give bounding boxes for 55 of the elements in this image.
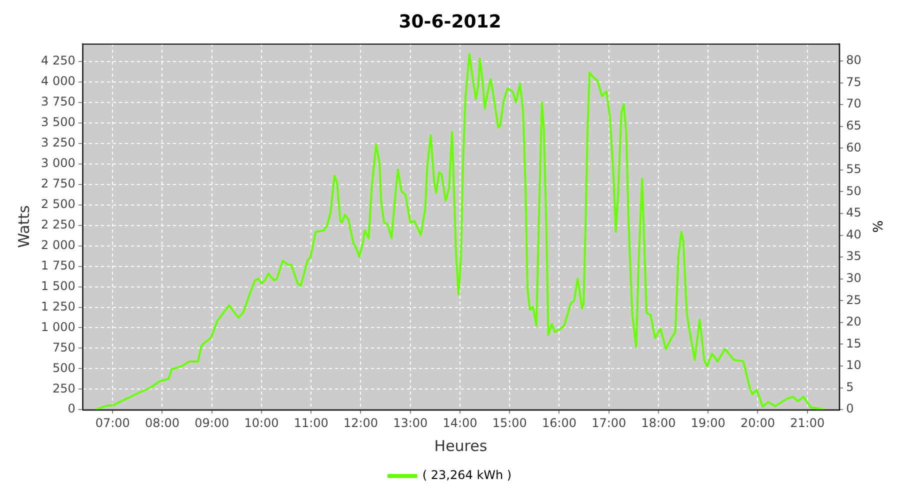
y-tick-label: 3 500 [40, 115, 76, 130]
y-tick-label: 1 750 [40, 258, 76, 272]
y-tick-label: 2 500 [40, 197, 76, 212]
y2-tick-label: 50 [846, 184, 862, 198]
x-tick-label: 13:00 [393, 416, 428, 430]
y-tick-label: 2 250 [40, 217, 76, 232]
y2-tick-label: 80 [846, 53, 862, 68]
x-tick-label: 12:00 [343, 416, 378, 430]
y-tick-label: 1 000 [40, 320, 76, 334]
y2-tick-label: 0 [846, 402, 854, 416]
y-tick-label: 250 [52, 381, 76, 396]
y-tick-label: 3 750 [40, 94, 76, 109]
y-tick-label: 1 250 [40, 299, 76, 314]
y-tick-label: 2 750 [40, 176, 76, 191]
y2-axis-title: % [868, 220, 884, 233]
y2-tick-label: 5 [846, 380, 854, 394]
x-tick-label: 21:00 [790, 416, 825, 430]
x-tick-label: 11:00 [294, 416, 328, 430]
x-tick-label: 19:00 [690, 416, 726, 430]
x-tick-label: 17:00 [592, 416, 626, 430]
x-tick-label: 16:00 [542, 416, 577, 430]
y2-tick-label: 65 [846, 118, 862, 133]
x-tick-label: 08:00 [144, 416, 180, 430]
y-tick-label: 4 000 [40, 74, 76, 88]
chart-title: 30-6-2012 [398, 11, 502, 32]
y2-tick-label: 20 [846, 314, 862, 329]
y2-tick-label: 45 [846, 206, 862, 220]
x-tick-label: 18:00 [641, 416, 676, 430]
x-tick-label: 14:00 [442, 416, 478, 430]
y2-tick-label: 15 [846, 336, 862, 350]
y2-tick-label: 55 [846, 162, 862, 176]
y-tick-label: 500 [52, 360, 76, 375]
x-tick-label: 07:00 [95, 416, 130, 430]
y-tick-label: 1 500 [40, 278, 76, 293]
legend-label: ( 23,264 kWh ) [422, 468, 512, 482]
y2-tick-label: 60 [846, 140, 862, 154]
y-tick-label: 0 [68, 402, 76, 416]
x-tick-label: 20:00 [740, 416, 776, 430]
y2-tick-label: 30 [846, 271, 862, 286]
x-tick-label: 10:00 [244, 416, 279, 430]
y-tick-label: 750 [52, 340, 76, 354]
y2-tick-label: 70 [846, 96, 862, 111]
y2-tick-label: 40 [846, 227, 862, 242]
y2-tick-label: 10 [846, 358, 862, 372]
y-tick-label: 2 000 [40, 238, 76, 252]
y2-tick-label: 35 [846, 249, 862, 264]
y-tick-label: 4 250 [40, 54, 76, 68]
y2-tick-label: 75 [846, 74, 862, 89]
y-axis-title: Watts [14, 205, 33, 248]
x-tick-label: 09:00 [194, 416, 230, 430]
x-tick-label: 15:00 [492, 416, 527, 430]
y-tick-label: 3 000 [40, 156, 76, 170]
x-axis-title: Heures [434, 436, 488, 455]
y-tick-label: 3 250 [40, 136, 76, 150]
y2-tick-label: 25 [846, 292, 862, 307]
